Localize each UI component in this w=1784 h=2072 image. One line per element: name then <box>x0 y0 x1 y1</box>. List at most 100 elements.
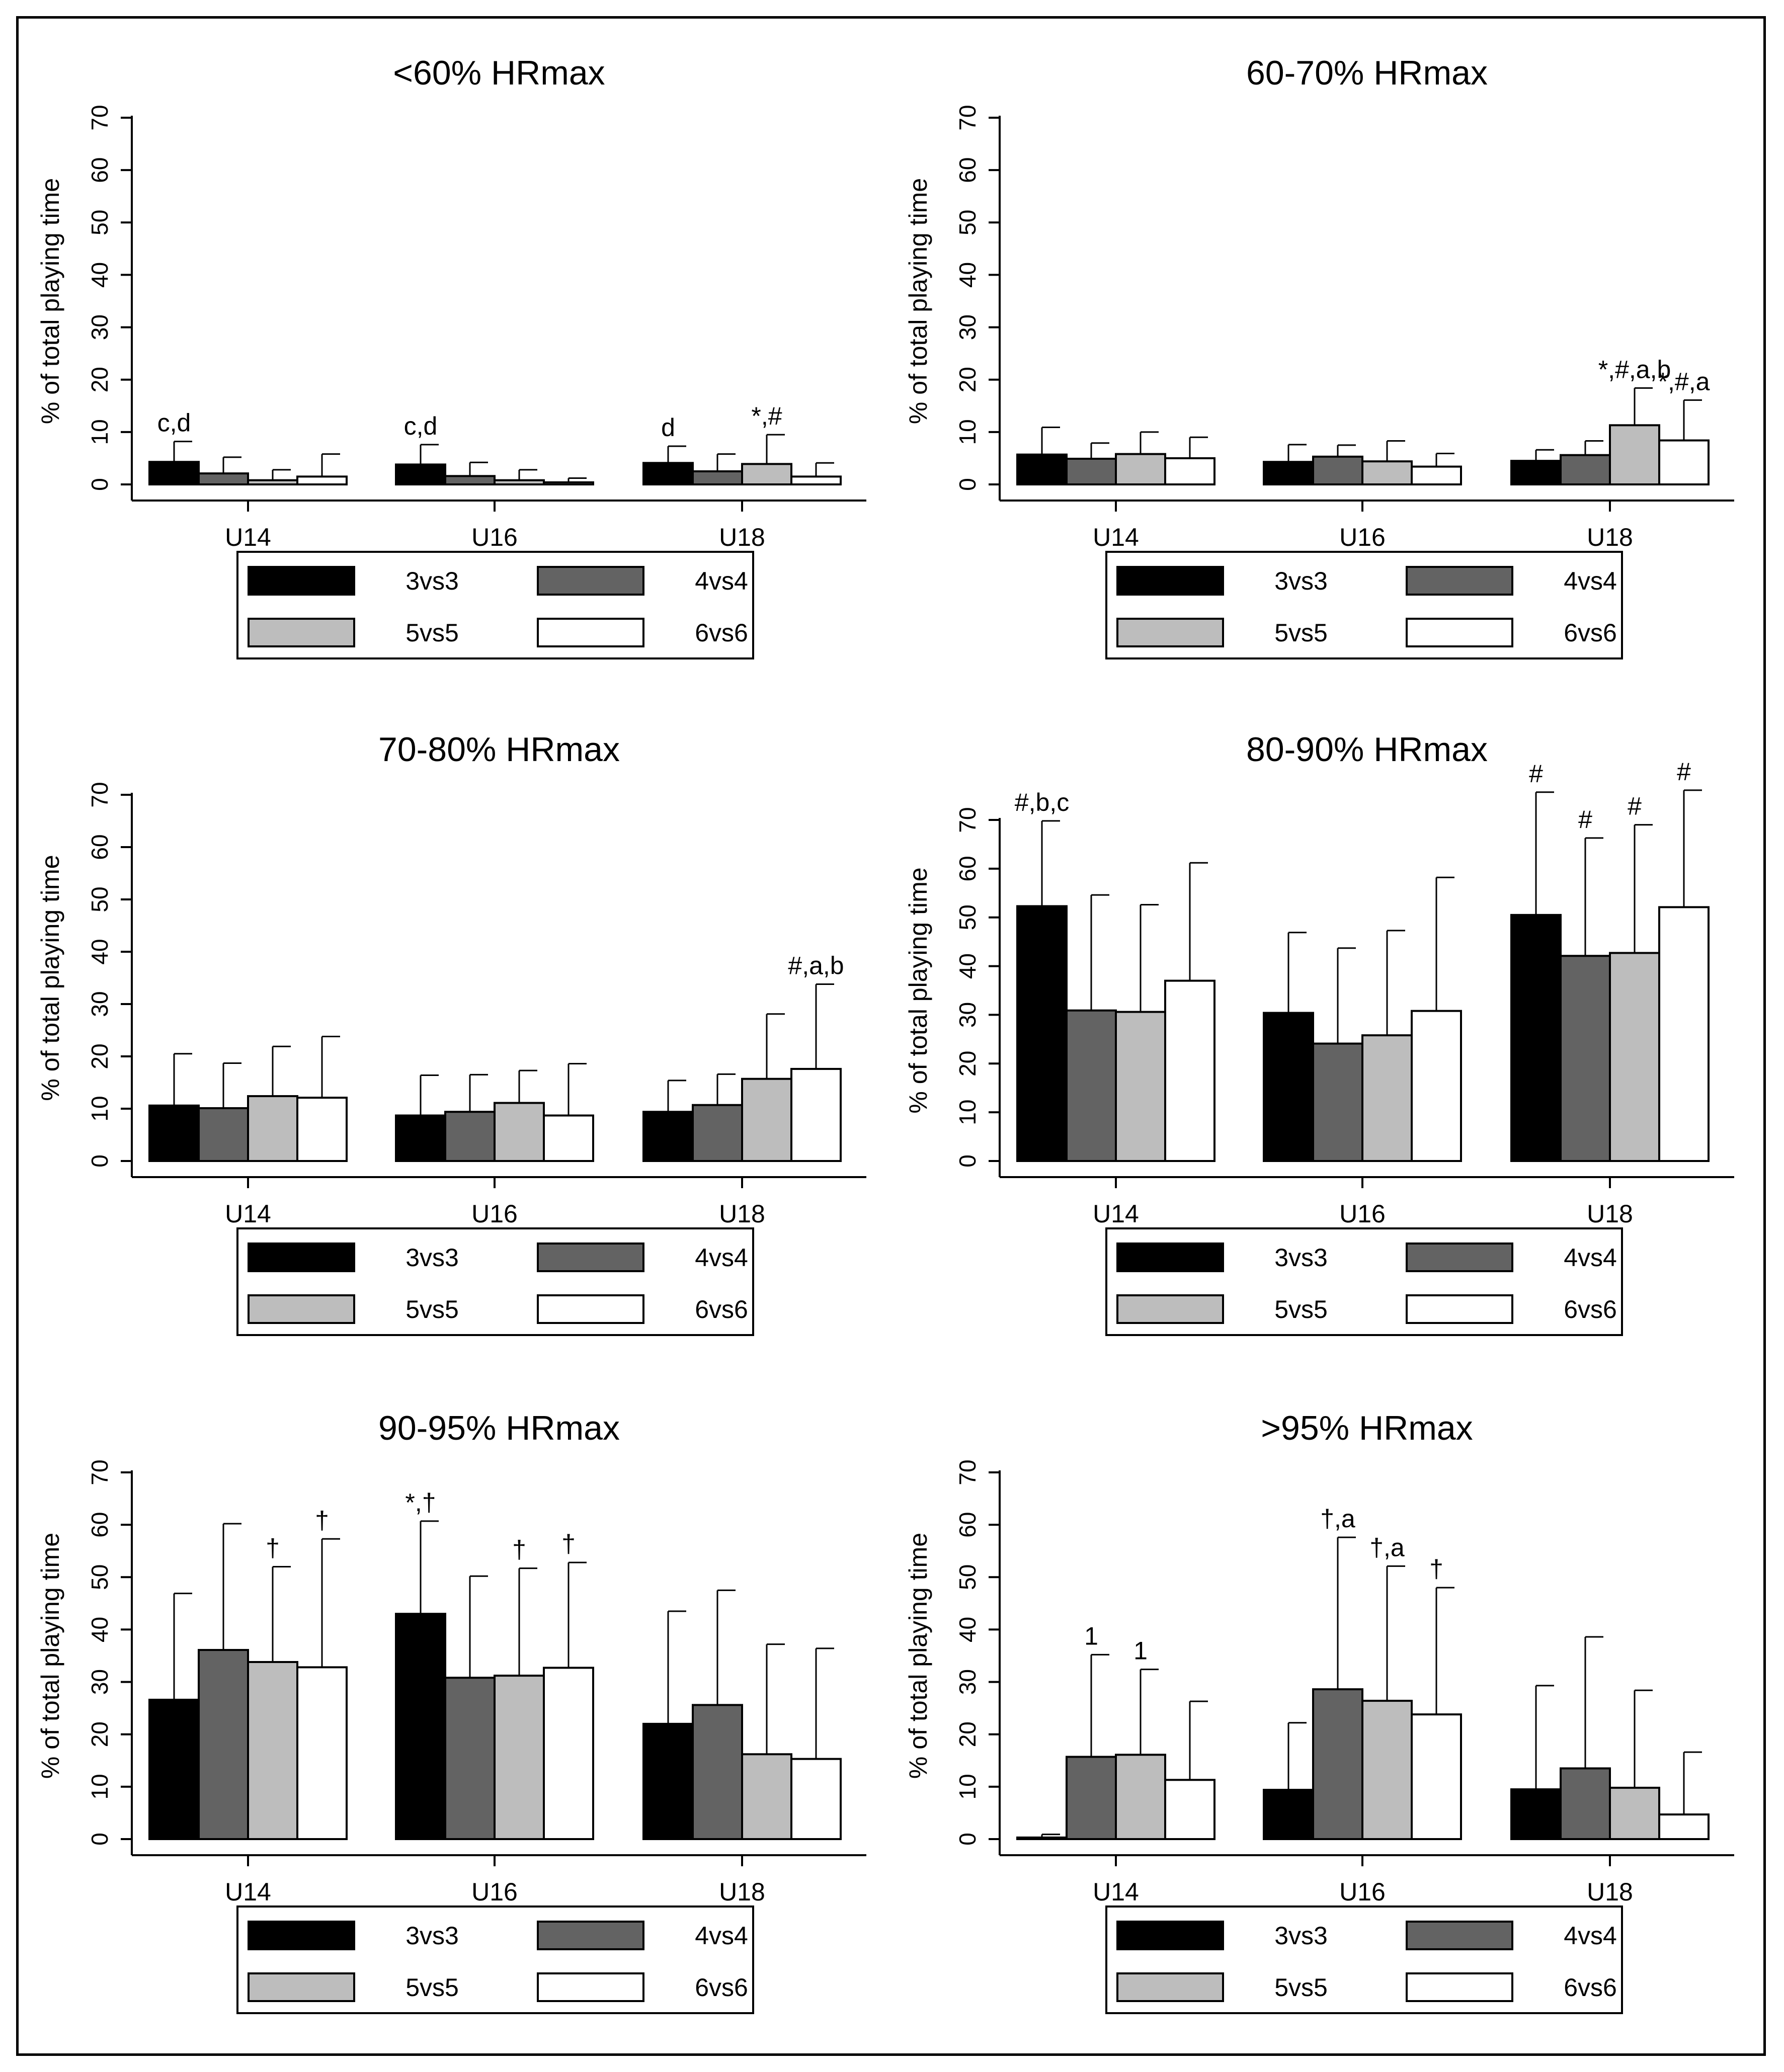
bar-6vs6-U16 <box>543 481 594 486</box>
y-tick-label: 50 <box>87 210 113 235</box>
significance-label: d <box>661 413 675 442</box>
legend: 3vs3 4vs4 5vs5 6vs6 <box>236 1227 754 1336</box>
legend: 3vs3 4vs4 5vs5 6vs6 <box>236 551 754 659</box>
x-tick-label: U16 <box>471 523 518 551</box>
legend-label-3vs3: 3vs3 <box>1274 1244 1328 1272</box>
y-tick-label: 10 <box>87 1774 113 1799</box>
legend-swatch-5vs5 <box>248 1972 355 2002</box>
legend-swatch-3vs3 <box>1116 1242 1224 1272</box>
chart-panel-5: 90-95% HRmax 0 10 20 30 40 50 60 70 % of total pl… <box>36 1409 866 2014</box>
y-tick-label: 40 <box>954 262 981 288</box>
x-tick-label: U16 <box>1339 1200 1386 1228</box>
significance-label: † <box>512 1536 526 1564</box>
legend-label-6vs6: 6vs6 <box>1564 1295 1617 1323</box>
bar-5vs5-U18 <box>1609 952 1660 1163</box>
legend-label-3vs3: 3vs3 <box>406 1922 459 1950</box>
bar-5vs5-U14 <box>1115 453 1166 486</box>
significance-label: *,#,a,b <box>1598 355 1671 383</box>
significance-label: † <box>266 1534 280 1562</box>
y-tick-label: 20 <box>954 1051 981 1076</box>
x-tick-label: U18 <box>1587 1200 1633 1228</box>
chart-title: 90-95% HRmax <box>378 1409 620 1447</box>
bar-5vs5-U16 <box>494 1102 545 1163</box>
legend-label-6vs6: 6vs6 <box>695 619 748 647</box>
bar-4vs4-U14 <box>1066 1756 1117 1840</box>
bar-3vs3-U18 <box>642 1111 694 1162</box>
y-tick-label: 10 <box>87 1096 113 1121</box>
legend-swatch-3vs3 <box>1116 1921 1224 1950</box>
legend-label-4vs4: 4vs4 <box>695 567 748 595</box>
bar-6vs6-U16 <box>543 1114 594 1163</box>
legend: 3vs3 4vs4 5vs5 6vs6 <box>1105 1905 1623 2014</box>
y-tick-label: 70 <box>954 807 981 833</box>
y-tick-label: 10 <box>954 1100 981 1125</box>
chart-panel-1: <60% HRmax 0 10 20 30 40 50 60 70 % of total play… <box>36 54 866 659</box>
significance-label: 1 <box>1084 1622 1098 1650</box>
legend-label-3vs3: 3vs3 <box>406 567 459 595</box>
bar-6vs6-U16 <box>1411 465 1462 486</box>
bar-3vs3-U18 <box>1510 914 1562 1163</box>
bar-6vs6-U16 <box>543 1667 594 1841</box>
y-tick-label: 50 <box>954 904 981 930</box>
bar-5vs5-U14 <box>1115 1011 1166 1163</box>
y-tick-label: 0 <box>87 478 113 491</box>
significance-label: # <box>1529 760 1543 788</box>
y-tick-label: 60 <box>87 1512 113 1538</box>
legend-swatch-5vs5 <box>248 618 355 647</box>
bar-5vs5-U14 <box>247 1661 298 1840</box>
legend: 3vs3 4vs4 5vs5 6vs6 <box>1105 1227 1623 1336</box>
bar-4vs4-U16 <box>1312 455 1363 485</box>
bar-5vs5-U16 <box>1361 460 1413 485</box>
legend-label-6vs6: 6vs6 <box>1564 619 1617 647</box>
bar-4vs4-U14 <box>1066 1009 1117 1162</box>
bar-5vs5-U16 <box>494 479 545 486</box>
bar-5vs5-U18 <box>741 463 792 485</box>
bar-3vs3-U14 <box>1016 453 1068 485</box>
chart-panel-2: 60-70% HRmax 0 10 20 30 40 50 60 70 % of total pl… <box>904 54 1734 659</box>
legend-label-6vs6: 6vs6 <box>1564 1973 1617 2002</box>
chart-title: 70-80% HRmax <box>378 730 620 769</box>
y-tick-label: 40 <box>954 953 981 979</box>
y-tick-label: 20 <box>87 1043 113 1069</box>
x-tick-label: U18 <box>1587 523 1633 551</box>
x-tick-label: U14 <box>225 1878 271 1906</box>
significance-label: c,d <box>404 412 438 440</box>
bar-3vs3-U18 <box>1510 460 1562 486</box>
y-axis-label: % of total playing time <box>36 178 64 424</box>
y-tick-label: 30 <box>954 314 981 340</box>
y-tick-label: 70 <box>87 1459 113 1485</box>
significance-label: # <box>1628 792 1642 820</box>
bar-6vs6-U18 <box>1658 439 1710 486</box>
legend-label-6vs6: 6vs6 <box>695 1295 748 1323</box>
legend-swatch-3vs3 <box>248 566 355 596</box>
x-tick-label: U14 <box>1093 1200 1139 1228</box>
bar-4vs4-U14 <box>1066 457 1117 485</box>
legend-swatch-4vs4 <box>1406 1242 1513 1272</box>
legend-swatch-4vs4 <box>537 566 644 596</box>
bar-6vs6-U18 <box>1658 1813 1710 1841</box>
y-tick-label: 50 <box>87 1564 113 1590</box>
bar-6vs6-U14 <box>296 1666 348 1840</box>
y-tick-label: 20 <box>87 367 113 392</box>
bar-5vs5-U18 <box>741 1078 792 1162</box>
bar-6vs6-U14 <box>1164 1779 1215 1841</box>
chart-panel-4: 80-90% HRmax 0 10 20 30 40 50 60 70 % of total pl… <box>904 730 1734 1336</box>
y-tick-label: 10 <box>954 1774 981 1799</box>
y-tick-label: 10 <box>87 419 113 445</box>
y-tick-label: 70 <box>87 105 113 130</box>
legend-label-6vs6: 6vs6 <box>695 1973 748 2002</box>
significance-label: # <box>1578 805 1592 834</box>
legend-swatch-4vs4 <box>537 1242 644 1272</box>
legend-label-5vs5: 5vs5 <box>1274 1295 1328 1323</box>
legend-swatch-4vs4 <box>1406 566 1513 596</box>
bar-5vs5-U16 <box>494 1675 545 1840</box>
bar-4vs4-U16 <box>1312 1042 1363 1162</box>
figure-frame <box>16 16 1766 2056</box>
y-tick-label: 50 <box>954 1564 981 1590</box>
y-tick-label: 0 <box>87 1833 113 1846</box>
legend-label-4vs4: 4vs4 <box>695 1244 748 1272</box>
bar-3vs3-U16 <box>1263 1012 1314 1163</box>
legend-swatch-3vs3 <box>248 1921 355 1950</box>
legend-label-3vs3: 3vs3 <box>406 1244 459 1272</box>
